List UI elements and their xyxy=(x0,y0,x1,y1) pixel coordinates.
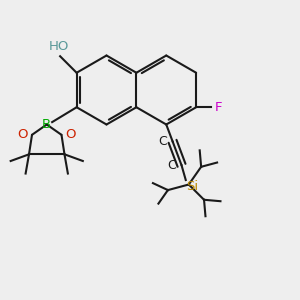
Text: O: O xyxy=(17,128,28,141)
Text: C: C xyxy=(167,159,176,172)
Text: HO: HO xyxy=(48,40,69,53)
Text: B: B xyxy=(42,118,51,131)
Text: O: O xyxy=(66,128,76,141)
Text: C: C xyxy=(158,135,167,148)
Text: Si: Si xyxy=(186,179,198,193)
Text: F: F xyxy=(214,101,222,114)
